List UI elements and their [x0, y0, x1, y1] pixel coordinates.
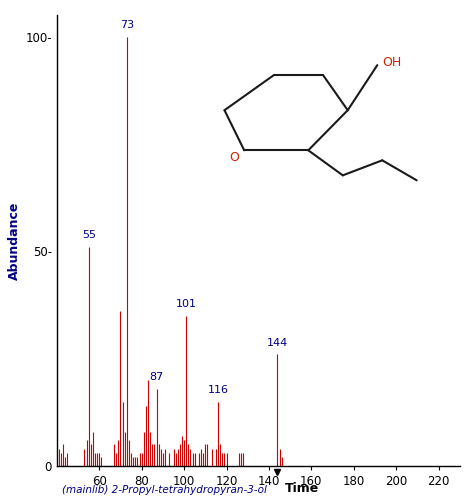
- Text: 55: 55: [82, 230, 96, 240]
- Text: 73: 73: [120, 20, 134, 30]
- Text: 144: 144: [267, 338, 288, 348]
- Text: 87: 87: [149, 372, 164, 382]
- Text: O: O: [229, 151, 239, 164]
- Text: 116: 116: [208, 385, 228, 395]
- Text: 101: 101: [176, 299, 197, 309]
- Text: (mainlib) 2-Propyl-tetrahydropyran-3-ol: (mainlib) 2-Propyl-tetrahydropyran-3-ol: [62, 485, 266, 495]
- Text: OH: OH: [382, 56, 401, 69]
- Text: Time: Time: [284, 482, 319, 495]
- Y-axis label: Abundance: Abundance: [8, 201, 21, 280]
